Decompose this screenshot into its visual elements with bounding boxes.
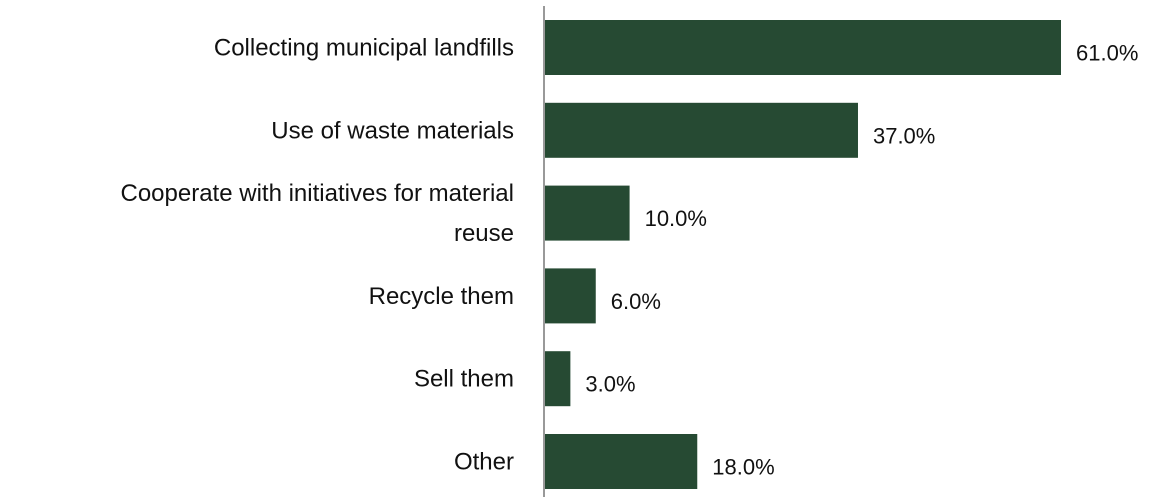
bar bbox=[545, 185, 630, 241]
data-label: 61.0% bbox=[1076, 41, 1138, 66]
value-labels-group: 61.0% 37.0% 10.0% 6.0% 3.0% 18.0% bbox=[585, 41, 1138, 480]
bar bbox=[545, 20, 1061, 75]
category-label-line: reuse bbox=[454, 220, 514, 247]
data-label: 18.0% bbox=[712, 455, 774, 480]
category-label-line: Use of waste materials bbox=[271, 117, 514, 144]
data-label: 10.0% bbox=[645, 206, 707, 231]
data-label: 3.0% bbox=[585, 372, 635, 397]
category-label: Collecting municipal landfills bbox=[214, 35, 514, 62]
category-label: Other bbox=[454, 449, 514, 476]
data-label: 6.0% bbox=[611, 289, 661, 314]
category-label-line: Sell them bbox=[414, 366, 514, 393]
bars-group bbox=[545, 20, 1061, 489]
category-label: Use of waste materials bbox=[271, 117, 514, 144]
bar bbox=[545, 434, 698, 489]
category-label: Sell them bbox=[414, 366, 514, 393]
bar bbox=[545, 268, 596, 324]
category-label: Cooperate with initiatives for material r… bbox=[120, 180, 514, 247]
category-label-line: Cooperate with initiatives for material bbox=[120, 180, 514, 207]
category-label-line: Other bbox=[454, 449, 514, 476]
data-label: 37.0% bbox=[873, 123, 935, 148]
category-label-line: Recycle them bbox=[369, 283, 514, 310]
bar bbox=[545, 102, 858, 158]
category-label-line: Collecting municipal landfills bbox=[214, 35, 514, 62]
category-labels-group: Collecting municipal landfills Use of was… bbox=[120, 35, 514, 476]
category-label: Recycle them bbox=[369, 283, 514, 310]
bar bbox=[545, 351, 571, 407]
